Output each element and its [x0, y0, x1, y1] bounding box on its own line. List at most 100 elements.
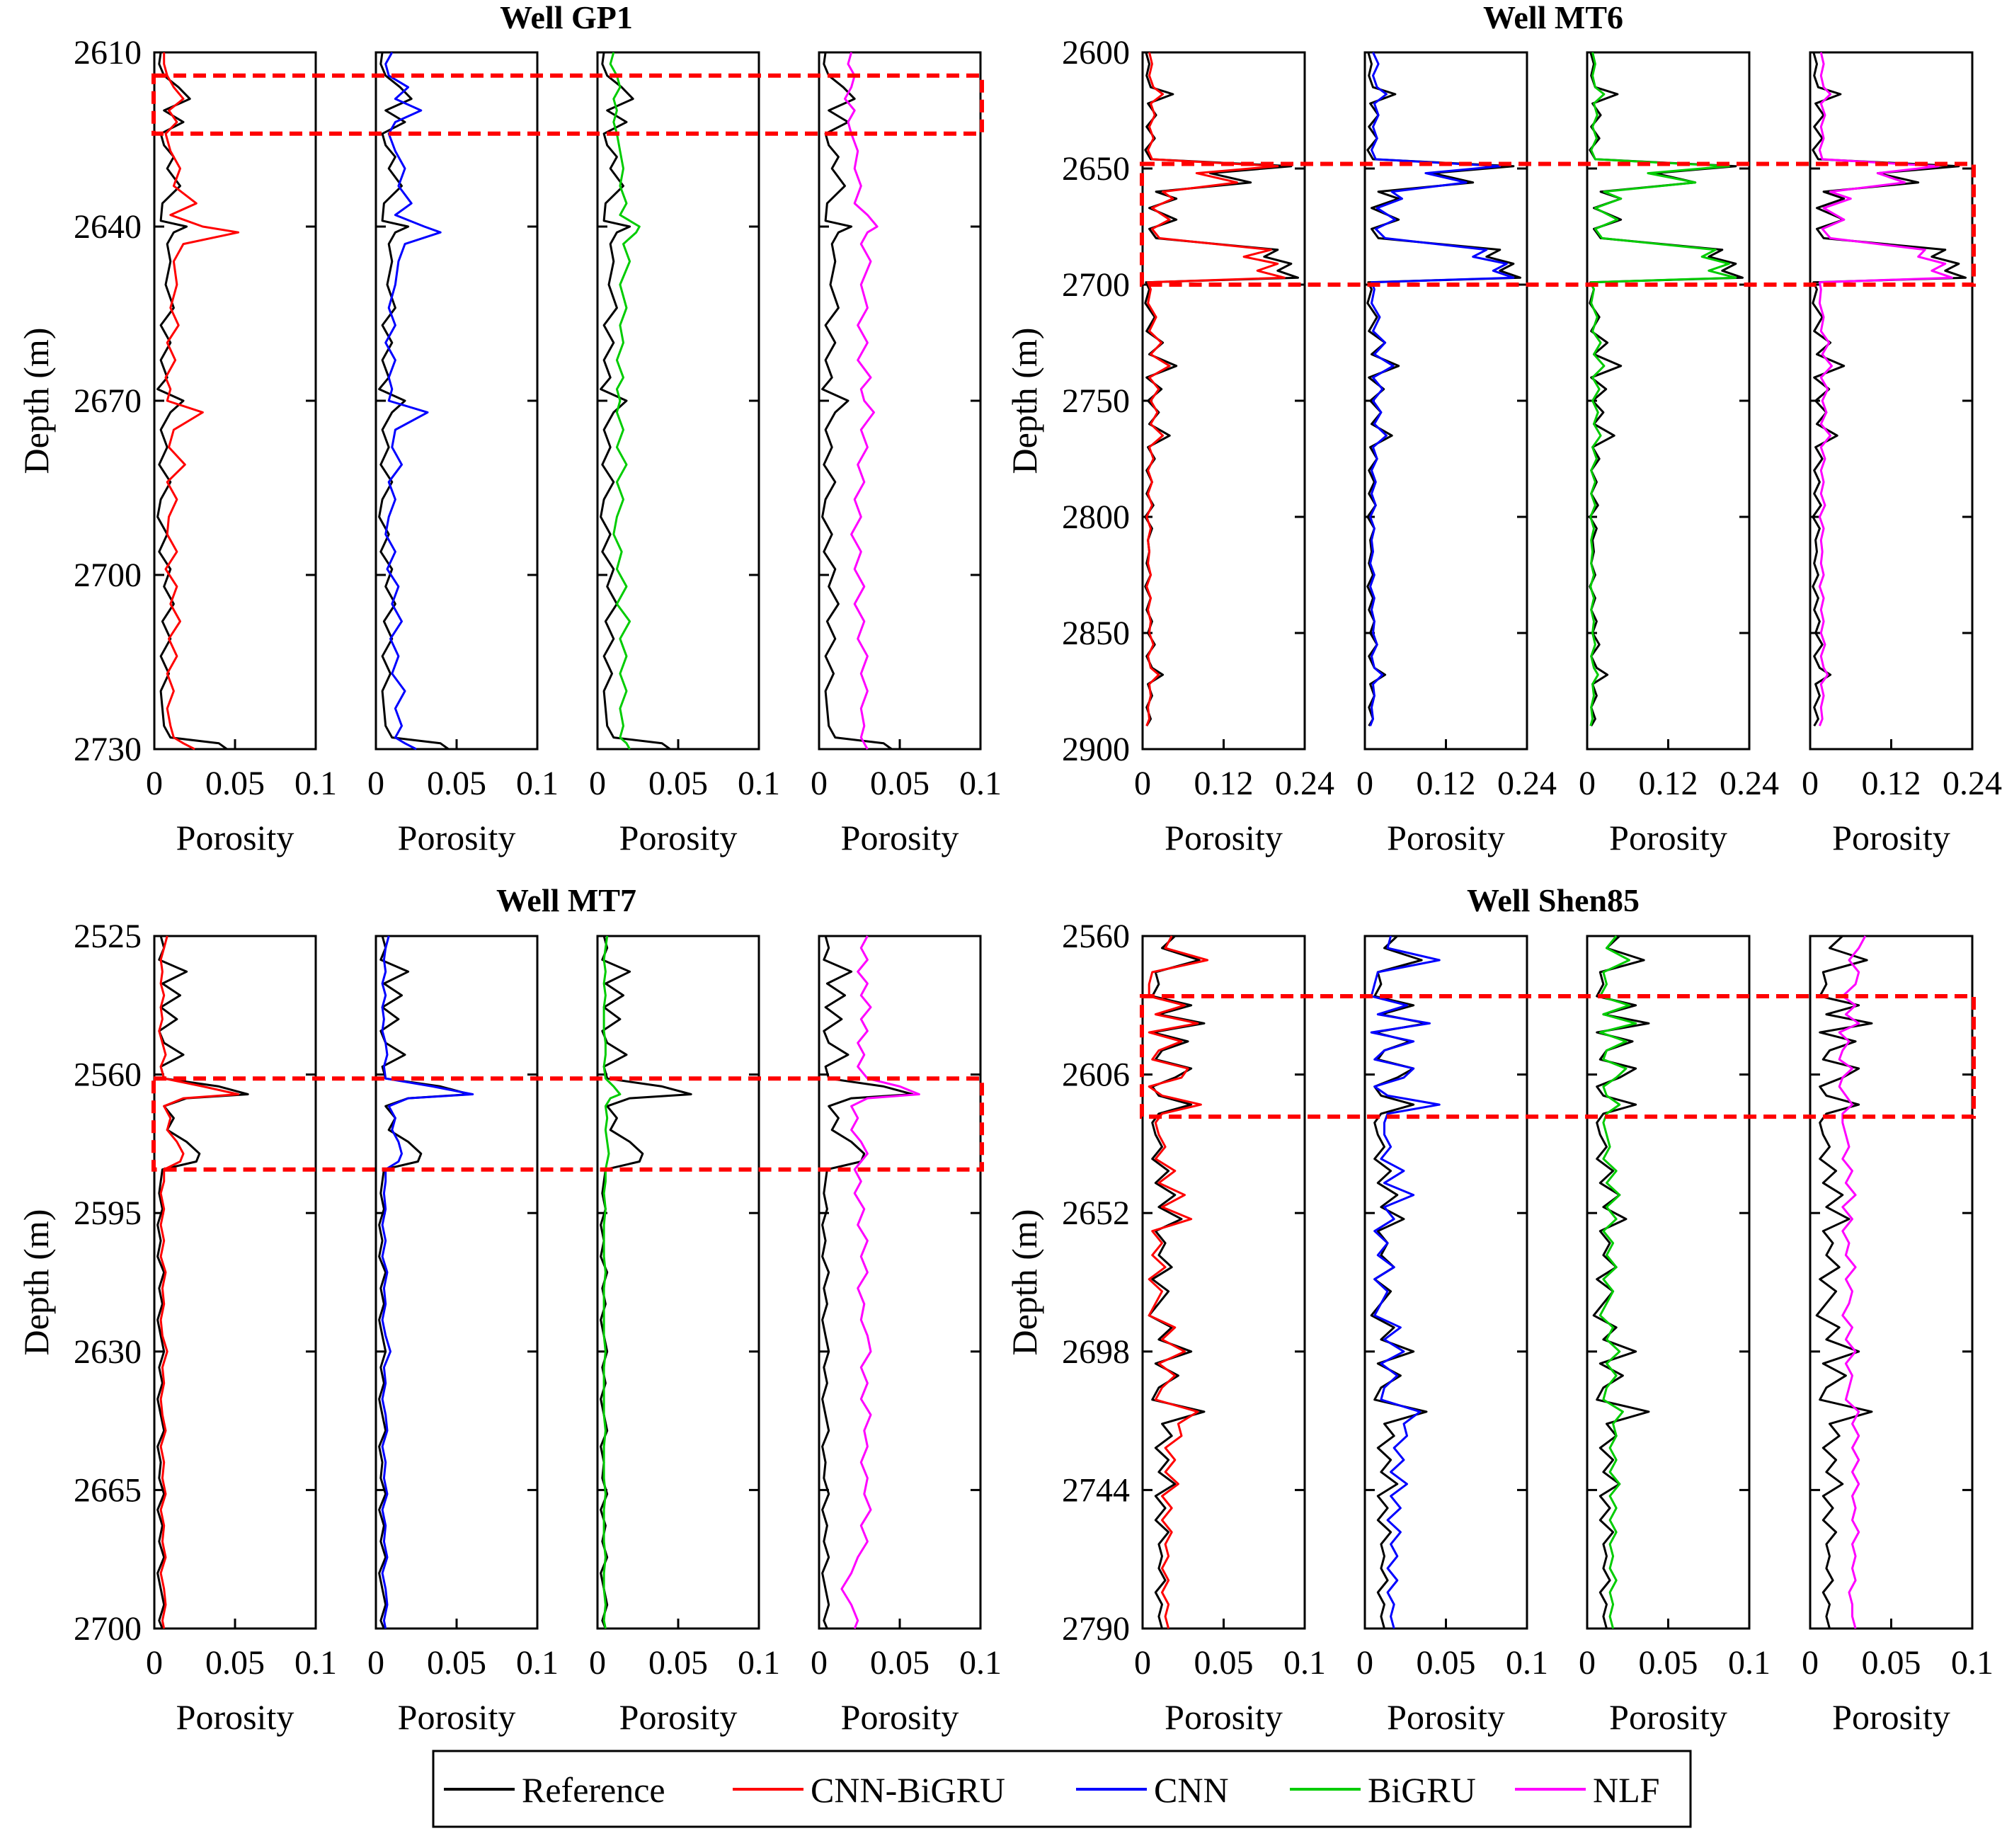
series-reference: [1592, 935, 1650, 1629]
series-cnn-bigru: [1148, 935, 1209, 1629]
series-reference: [156, 52, 228, 751]
x-axis-label: Porosity: [841, 1697, 959, 1737]
legend-item-bigru: BiGRU: [1290, 1770, 1476, 1810]
panel-well-mt6: Well MT6 Depth (m) 2600 2650 2700 2750 2800 285…: [1005, 0, 2002, 857]
x-tick-label: 0: [589, 765, 606, 802]
series-cnn: [384, 52, 442, 751]
legend: Reference CNN-BiGRU CNN BiGRU NLF: [432, 1750, 1692, 1828]
x-tick-label: 0: [811, 765, 828, 802]
subplot-bigru: 0 0.12 0.24 Porosity: [1579, 51, 1779, 857]
y-tick-label: 2700: [74, 557, 142, 594]
panel-title: Well MT7: [496, 882, 636, 918]
x-tick-label: 0: [1579, 1644, 1596, 1682]
x-axis-label: Porosity: [1387, 1697, 1505, 1737]
highlight-box: [1140, 994, 1976, 1119]
series-reference: [600, 52, 671, 751]
x-tick-label: 0.12: [1194, 765, 1254, 802]
x-tick-label: 0: [589, 1644, 606, 1682]
highlight-box: [151, 73, 984, 136]
y-tick-label: 2610: [74, 34, 142, 72]
x-tick-label: 0.1: [1951, 1644, 1994, 1682]
x-tick-label: 0.24: [1943, 765, 2002, 802]
highlight-box: [151, 1076, 984, 1172]
x-tick-label: 0.05: [870, 1644, 930, 1682]
series-cnn: [381, 935, 474, 1629]
x-axis-label: Porosity: [1832, 818, 1950, 857]
y-tick-label: 2630: [74, 1333, 142, 1371]
x-axis-label: Porosity: [398, 1697, 516, 1737]
x-axis-label: Porosity: [176, 818, 294, 857]
y-tick-label: 2650: [1062, 150, 1130, 188]
y-axis-label: Depth (m): [1005, 328, 1044, 474]
x-tick-label: 0.05: [1862, 1644, 1921, 1682]
x-tick-label: 0.1: [1283, 1644, 1326, 1682]
x-tick-label: 0.1: [1506, 1644, 1548, 1682]
x-tick-label: 0: [1134, 765, 1151, 802]
series-nlf: [840, 935, 920, 1629]
series-bigru: [1589, 52, 1737, 726]
x-tick-label: 0.1: [294, 1644, 337, 1682]
y-tick-label: 2700: [74, 1610, 142, 1648]
x-axis-label: Porosity: [1832, 1697, 1950, 1737]
x-tick-label: 0.12: [1639, 765, 1698, 802]
axes-frame: [153, 935, 317, 1630]
x-tick-label: 0.1: [1728, 1644, 1771, 1682]
axes-frame: [818, 51, 982, 751]
series-reference: [821, 52, 893, 751]
x-tick-label: 0: [811, 1644, 828, 1682]
x-tick-label: 0.24: [1497, 765, 1557, 802]
panel-title: Well Shen85: [1467, 882, 1640, 918]
x-tick-label: 0.05: [648, 1644, 708, 1682]
y-tick-label: 2665: [74, 1471, 142, 1509]
x-tick-label: 0.24: [1720, 765, 1779, 802]
axes-frame: [1363, 935, 1528, 1630]
x-axis-label: Porosity: [1387, 818, 1505, 857]
x-tick-label: 0.05: [1639, 1644, 1698, 1682]
x-axis-label: Porosity: [1609, 1697, 1727, 1737]
series-nlf: [844, 52, 879, 750]
axes-frame: [818, 935, 982, 1630]
x-tick-label: 0.1: [959, 765, 1002, 802]
x-tick-label: 0.05: [427, 765, 486, 802]
x-tick-label: 0.05: [205, 1644, 265, 1682]
series-reference: [1815, 935, 1873, 1629]
x-tick-label: 0: [367, 765, 384, 802]
y-tick-label: 2744: [1062, 1471, 1130, 1509]
panel-title: Well MT6: [1483, 0, 1623, 35]
x-axis-label: Porosity: [841, 818, 959, 857]
y-axis-label: Depth (m): [16, 1209, 56, 1356]
axes-frame: [1809, 51, 1974, 751]
x-tick-label: 0.1: [294, 765, 337, 802]
legend-label: Reference: [522, 1770, 665, 1810]
y-tick-label: 2560: [74, 1056, 142, 1094]
x-tick-label: 0.05: [870, 765, 930, 802]
x-tick-label: 0: [367, 1644, 384, 1682]
x-tick-label: 0: [1802, 1644, 1819, 1682]
x-tick-label: 0: [1579, 765, 1596, 802]
legend-item-cnn-bigru: CNN-BiGRU: [733, 1770, 1005, 1810]
axes-frame: [374, 935, 539, 1630]
x-axis-label: Porosity: [1165, 1697, 1283, 1737]
y-tick-label: 2652: [1062, 1194, 1130, 1232]
x-axis-label: Porosity: [176, 1697, 294, 1737]
axes-frame: [1363, 51, 1528, 751]
highlight-box: [1140, 161, 1976, 287]
x-tick-label: 0: [146, 1644, 163, 1682]
x-axis-label: Porosity: [1609, 818, 1727, 857]
axes-frame: [1809, 935, 1974, 1630]
legend-label: NLF: [1593, 1770, 1659, 1810]
series-reference: [821, 935, 914, 1629]
x-tick-label: 0: [1356, 1644, 1373, 1682]
series-reference: [378, 935, 471, 1629]
series-reference: [1144, 52, 1299, 726]
y-tick-label: 2790: [1062, 1610, 1130, 1648]
